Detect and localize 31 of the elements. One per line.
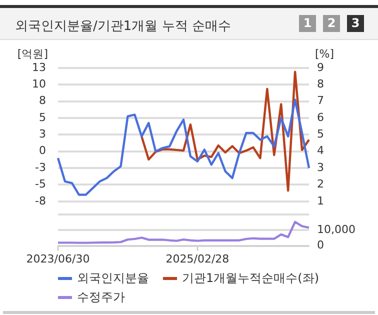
y2-tick-label: 1 [317,194,324,208]
y2-tick-label: 9 [317,60,324,74]
y2-tick-label: 5 [317,128,324,141]
legend-label: 외국인지분율 [77,270,149,287]
y-tick-label: -3 [35,160,46,174]
y2-tick-label: 4 [317,144,324,158]
y2-tick-label: 3 [317,160,324,174]
y2-tick-label: 7 [317,94,324,108]
legend-label: 수정주가 [77,289,125,306]
y-tick-label: 13 [32,60,46,74]
y2-axis-title: [%] [315,47,334,60]
x-tick-label: 2023/06/30 [26,252,90,266]
y2-tick-label: 0 [317,238,324,252]
y-tick-label: -5 [35,178,46,191]
x-tick-label: 2025/02/28 [166,252,230,266]
y-tick-label: -8 [35,194,46,208]
y2-tick-label: 2 [317,178,324,191]
y2-tick-label: 8 [317,78,324,91]
legend-label: 기관1개월누적순매수(좌) [182,270,319,287]
y-tick-label: 5 [39,110,46,124]
y2-tick-label: 6 [317,110,324,124]
y-tick-label: 3 [39,128,46,141]
y-tick-label: 0 [39,144,46,158]
page-tab: 3 [347,15,364,32]
page-tab: 1 [299,15,316,32]
y-axis-title: [억원] [17,47,48,60]
y-tick-label: 10 [32,78,46,91]
y-tick-label: 8 [39,94,46,108]
chart-title: 외국인지분율/기관1개월 누적 순매수 [15,18,231,35]
page-tab: 2 [323,15,340,32]
y2-tick-label: 10,000 [317,223,356,236]
